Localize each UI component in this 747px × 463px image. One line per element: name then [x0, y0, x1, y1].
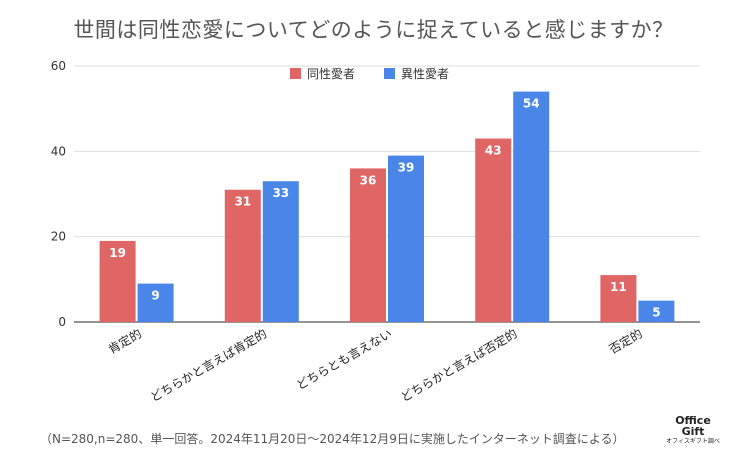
data-label: 11	[610, 280, 627, 294]
bar-heterosexual	[137, 283, 174, 322]
footnote: （N=280,n=280、単一回答。2024年11月20日〜2024年12月9日…	[40, 432, 625, 446]
bars	[99, 91, 675, 322]
category-label: どちらかと言えば肯定的	[147, 326, 269, 405]
data-label: 39	[398, 161, 415, 175]
data-label: 9	[151, 289, 159, 303]
bar-homosexual	[99, 240, 136, 322]
y-tick-label: 60	[51, 59, 66, 73]
data-label: 43	[485, 144, 502, 158]
office-gift-logo: Office Gift オフィスギフト調べ	[664, 415, 722, 445]
bar-homosexual	[475, 138, 512, 322]
data-label: 19	[109, 246, 126, 260]
bar-heterosexual	[513, 91, 550, 322]
category-label: どちらかと言えば否定的	[398, 326, 520, 405]
data-label: 33	[272, 186, 289, 200]
legend-label: 同性愛者	[307, 67, 355, 81]
y-tick-label: 0	[58, 315, 66, 329]
bar-heterosexual	[638, 300, 675, 322]
legend-swatch	[384, 68, 395, 79]
category-label: 否定的	[606, 326, 645, 357]
bar-heterosexual	[262, 181, 299, 322]
y-tick-labels: 0 20 40 60	[51, 59, 66, 329]
gridlines	[74, 65, 700, 323]
y-tick-label: 20	[51, 230, 66, 244]
data-label: 5	[652, 306, 660, 320]
legend-label: 異性愛者	[401, 67, 449, 81]
bar-homosexual	[350, 168, 386, 322]
data-labels: 19 9 31 33 36 39 43 54 11 5	[109, 97, 660, 320]
bar-homosexual	[224, 189, 261, 322]
chart-title: 世間は同性恋愛についてどのように捉えていると感じますか？	[73, 18, 674, 42]
legend: 同性愛者 異性愛者	[290, 67, 449, 81]
bar-homosexual	[600, 275, 637, 322]
category-label: どちらとも言えない	[294, 326, 395, 392]
logo-line-1: Office	[675, 414, 711, 427]
data-label: 36	[360, 173, 377, 187]
logo-line-2: Gift	[681, 425, 705, 438]
bar-heterosexual	[388, 155, 424, 322]
data-label: 54	[523, 97, 540, 111]
category-labels: 肯定的 どちらかと言えば肯定的 どちらとも言えない どちらかと言えば否定的 否定的	[105, 326, 644, 405]
y-tick-label: 40	[51, 144, 66, 158]
logo-line-3: オフィスギフト調べ	[666, 438, 720, 445]
data-label: 31	[234, 195, 251, 209]
legend-swatch	[290, 68, 301, 79]
category-label: 肯定的	[105, 326, 144, 357]
